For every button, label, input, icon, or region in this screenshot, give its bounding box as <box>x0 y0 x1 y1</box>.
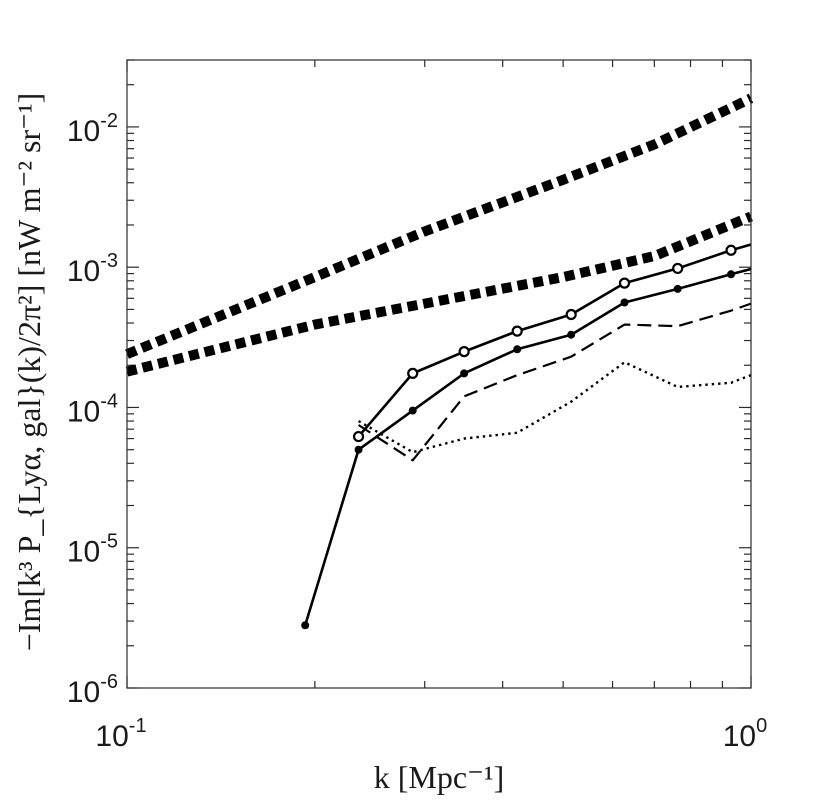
axis-ticks <box>126 59 752 689</box>
data-point-open <box>672 262 684 275</box>
data-point <box>301 621 310 630</box>
data-point-open <box>618 277 631 289</box>
data-point-open <box>352 430 365 443</box>
data-point <box>408 406 417 415</box>
data-point-open <box>725 244 737 256</box>
y-tick-label: 10-3 <box>67 250 118 288</box>
data-point <box>354 445 363 454</box>
series-line <box>357 361 752 454</box>
data-point-open <box>458 346 470 358</box>
y-tick-label: 10-5 <box>67 531 118 569</box>
y-tick-label: 10-2 <box>67 110 118 148</box>
data-point <box>620 298 629 307</box>
data-point <box>727 270 736 279</box>
x-tick-label: 10-1 <box>95 715 146 753</box>
y-axis-title: −Im[k³ P_{Lyα, gal}(k)/2π²] [nW m⁻² sr⁻¹… <box>11 93 47 652</box>
data-point <box>460 369 469 378</box>
series-line <box>303 267 752 626</box>
plot-frame <box>126 59 752 689</box>
data-point-open <box>407 367 419 379</box>
plot-background <box>127 60 751 688</box>
data-point <box>513 345 522 354</box>
data-point-open <box>511 325 523 337</box>
x-tick-label: 100 <box>723 715 768 753</box>
y-tick-label: 10-4 <box>67 390 118 428</box>
tick-labels: 10-1 100 10-6 10-5 10-4 10-3 10-2 <box>67 110 767 753</box>
data-point <box>567 330 576 339</box>
data-series <box>125 93 754 630</box>
x-axis-title: k [Mpc⁻¹] <box>374 759 504 795</box>
data-point <box>673 284 682 293</box>
series-line <box>125 211 753 377</box>
series-line <box>357 302 752 462</box>
data-point-open <box>565 308 577 321</box>
y-tick-label: 10-6 <box>67 671 118 709</box>
series-line <box>125 93 754 359</box>
